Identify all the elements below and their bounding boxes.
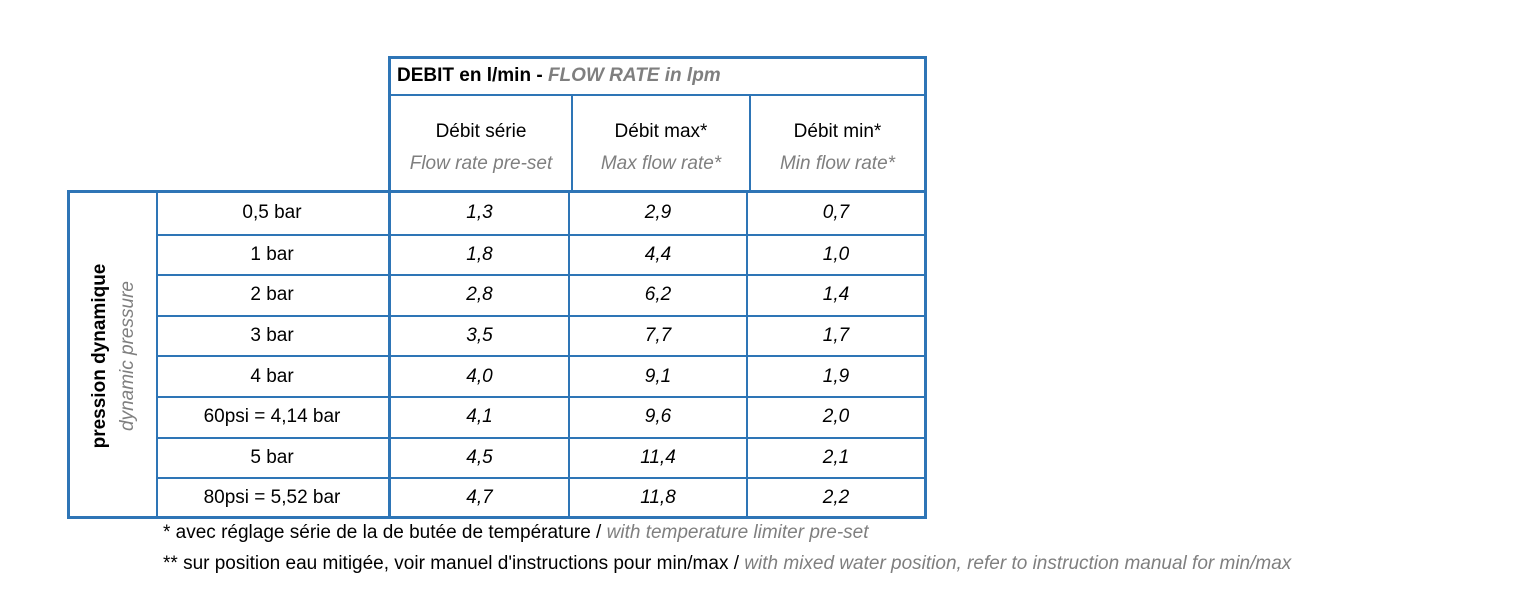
max-cell: 6,2 xyxy=(568,276,746,315)
table-row: 60psi = 4,14 bar 4,1 9,6 2,0 xyxy=(156,395,924,437)
row-group-label: pression dynamique dynamic pressure xyxy=(67,190,158,519)
table-row: 1 bar 1,8 4,4 1,0 xyxy=(156,233,924,275)
column-header-max: Débit max* Max flow rate* xyxy=(571,94,749,192)
column-header-fr: Débit série xyxy=(435,121,527,142)
pressure-cell: 0,5 bar xyxy=(242,202,302,224)
min-cell: 1,4 xyxy=(746,276,924,315)
table-row: 2 bar 2,8 6,2 1,4 xyxy=(156,274,924,315)
max-cell: 11,4 xyxy=(568,438,746,478)
preset-cell: 2,8 xyxy=(388,276,568,315)
preset-cell: 4,5 xyxy=(388,438,568,478)
max-cell: 2,9 xyxy=(568,193,746,234)
min-cell: 1,9 xyxy=(746,357,924,396)
min-cell: 0,7 xyxy=(746,193,924,234)
table-row: 4 bar 4,0 9,1 1,9 xyxy=(156,355,924,396)
min-cell: 2,2 xyxy=(746,479,924,518)
column-header-en: Flow rate pre-set xyxy=(409,153,553,174)
max-cell: 7,7 xyxy=(568,316,746,356)
pressure-cell: 3 bar xyxy=(250,325,294,347)
column-header-fr: Débit max* xyxy=(614,121,708,142)
pressure-cell: 4 bar xyxy=(250,365,294,387)
table-row: 5 bar 4,5 11,4 2,1 xyxy=(156,436,924,478)
footnote-en: with temperature limiter pre-set xyxy=(606,522,869,543)
column-header-min: Débit min* Min flow rate* xyxy=(749,94,924,192)
column-header-fr: Débit min* xyxy=(793,121,882,142)
footnote-fr: * avec réglage série de la de butée de t… xyxy=(163,522,607,543)
row-group-label-text: pression dynamique dynamic pressure xyxy=(86,264,142,449)
min-cell: 2,0 xyxy=(746,397,924,437)
table-title: DEBIT en l/min - FLOW RATE in lpm xyxy=(388,56,927,96)
max-cell: 9,1 xyxy=(568,357,746,396)
pressure-cell: 2 bar xyxy=(250,284,294,306)
footnote-2: ** sur position eau mitigée, voir manuel… xyxy=(163,553,1291,575)
title-en: FLOW RATE in lpm xyxy=(547,65,721,86)
pressure-cell: 80psi = 5,52 bar xyxy=(203,487,341,509)
preset-cell: 4,7 xyxy=(388,479,568,518)
side-label-en: dynamic pressure xyxy=(117,281,138,431)
table-row: 80psi = 5,52 bar 4,7 11,8 2,2 xyxy=(156,477,924,518)
max-cell: 11,8 xyxy=(568,479,746,518)
table-row: 3 bar 3,5 7,7 1,7 xyxy=(156,314,924,356)
column-headers: Débit série Flow rate pre-set Débit max*… xyxy=(388,94,927,192)
pressure-cell: 5 bar xyxy=(250,446,294,468)
title-fr: DEBIT en l/min - xyxy=(397,65,548,86)
footnote-fr: ** sur position eau mitigée, voir manuel… xyxy=(163,553,745,574)
pressure-cell: 1 bar xyxy=(250,243,294,265)
max-cell: 4,4 xyxy=(568,235,746,275)
max-cell: 9,6 xyxy=(568,397,746,437)
preset-cell: 1,8 xyxy=(388,235,568,275)
min-cell: 1,7 xyxy=(746,316,924,356)
preset-cell: 1,3 xyxy=(388,193,568,234)
preset-cell: 4,0 xyxy=(388,357,568,396)
column-header-preset: Débit série Flow rate pre-set xyxy=(391,94,571,192)
table-row: 0,5 bar 1,3 2,9 0,7 xyxy=(156,193,924,234)
footnote-en: with mixed water position, refer to inst… xyxy=(744,553,1292,574)
column-header-en: Min flow rate* xyxy=(779,153,896,174)
pressure-cell: 60psi = 4,14 bar xyxy=(203,406,341,428)
preset-cell: 4,1 xyxy=(388,397,568,437)
min-cell: 2,1 xyxy=(746,438,924,478)
footnote-1: * avec réglage série de la de butée de t… xyxy=(163,522,869,544)
column-header-en: Max flow rate* xyxy=(600,153,722,174)
data-table: 0,5 bar 1,3 2,9 0,7 1 bar 1,8 4,4 1,0 2 … xyxy=(156,190,927,519)
min-cell: 1,0 xyxy=(746,235,924,275)
side-label-fr: pression dynamique xyxy=(89,263,110,449)
preset-cell: 3,5 xyxy=(388,316,568,356)
